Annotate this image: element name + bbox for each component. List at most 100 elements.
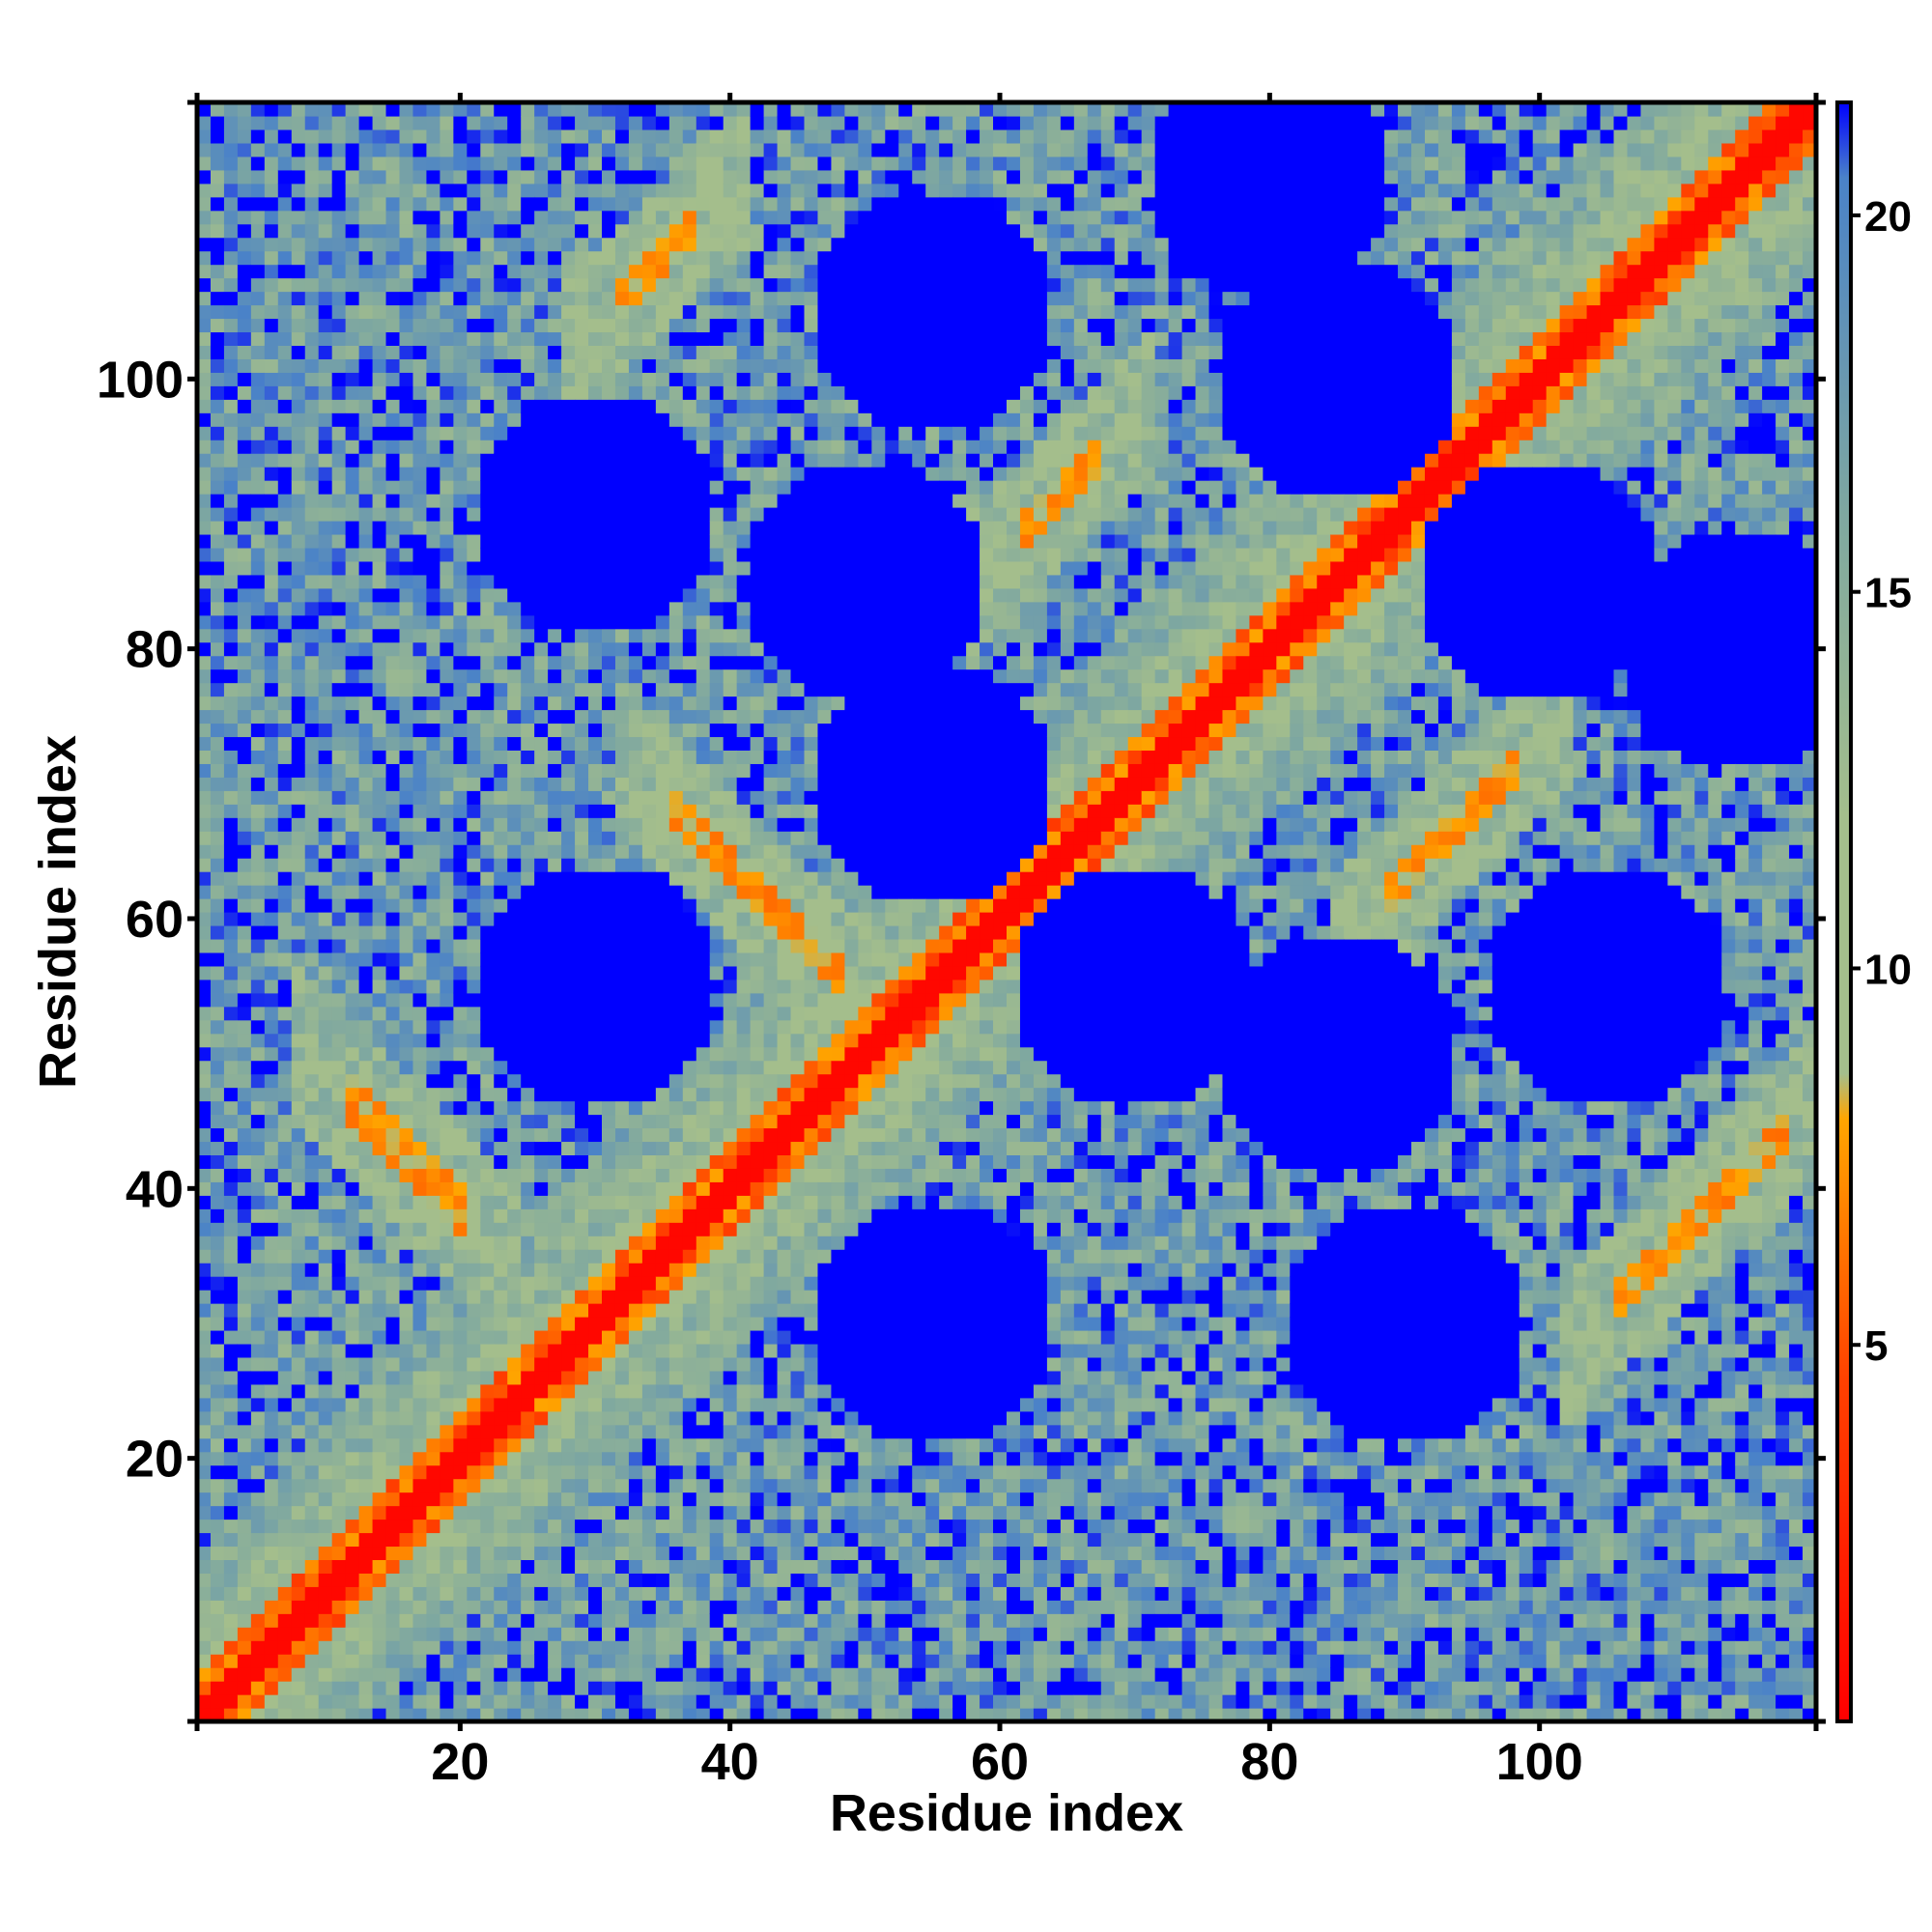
heatmap-cell [277, 1694, 293, 1709]
heatmap-cell [521, 1222, 535, 1236]
heatmap-cell [453, 1546, 468, 1560]
heatmap-cell [264, 183, 279, 198]
heatmap-cell [358, 992, 374, 1008]
heatmap-cell [453, 1060, 468, 1075]
heatmap-cell [750, 1006, 765, 1021]
heatmap-cell [277, 1222, 293, 1236]
heatmap-cell [494, 196, 508, 212]
heatmap-cell [250, 1060, 266, 1075]
heatmap-cell [682, 1276, 697, 1291]
heatmap-cell [250, 912, 266, 926]
heatmap-cell [467, 210, 481, 225]
heatmap-cell [237, 912, 252, 926]
heatmap-cell [426, 547, 440, 562]
heatmap-cell [668, 1667, 684, 1682]
heatmap-cell [588, 1681, 603, 1695]
heatmap-cell [250, 1613, 266, 1628]
heatmap-cell [641, 1559, 657, 1574]
heatmap-cell [318, 1708, 333, 1722]
heatmap-cell [291, 1681, 306, 1695]
heatmap-cell [709, 1383, 724, 1399]
heatmap-cell [641, 1667, 657, 1682]
heatmap-cell [210, 372, 225, 386]
heatmap-cell [628, 1141, 643, 1155]
heatmap-cell [655, 1654, 670, 1668]
heatmap-cell [534, 1006, 549, 1021]
heatmap-cell [750, 1410, 765, 1426]
heatmap-cell [223, 574, 239, 589]
heatmap-cell [304, 1100, 320, 1116]
heatmap-cell [277, 1573, 293, 1587]
heatmap-cell [614, 142, 630, 157]
heatmap-cell [494, 1303, 508, 1318]
heatmap-cell [628, 1667, 643, 1682]
heatmap-cell [548, 1006, 562, 1021]
heatmap-cell [358, 952, 374, 967]
heatmap-cell [561, 1019, 576, 1035]
heatmap-cell [494, 587, 508, 603]
heatmap-cell [480, 1492, 495, 1507]
heatmap-cell [709, 1168, 724, 1182]
heatmap-cell [507, 1249, 522, 1264]
heatmap-cell [331, 210, 347, 225]
heatmap-cell [507, 169, 522, 185]
heatmap-cell [210, 1573, 225, 1587]
heatmap-cell [250, 1383, 266, 1399]
heatmap-cell [668, 1573, 684, 1587]
heatmap-cell [655, 871, 670, 886]
heatmap-cell [588, 804, 603, 818]
heatmap-cell [682, 1478, 697, 1493]
heatmap-cell [614, 1046, 630, 1062]
heatmap-cell [588, 1356, 603, 1372]
heatmap-cell [641, 196, 657, 212]
heatmap-cell [655, 1694, 670, 1709]
heatmap-cell [709, 480, 724, 495]
heatmap-cell [575, 1168, 589, 1182]
heatmap-cell [250, 938, 266, 953]
heatmap-cell [223, 1168, 239, 1182]
heatmap-cell [237, 1451, 252, 1466]
heatmap-cell [602, 1073, 616, 1089]
heatmap-cell [277, 1627, 293, 1641]
heatmap-cell [602, 655, 616, 670]
heatmap-cell [197, 1708, 212, 1722]
heatmap-cell [628, 736, 643, 751]
heatmap-cell [736, 965, 752, 980]
heatmap-cell [412, 318, 428, 333]
heatmap-cell [561, 1410, 576, 1426]
heatmap-cell [385, 372, 401, 386]
heatmap-cell [440, 709, 454, 724]
heatmap-cell [210, 1343, 225, 1358]
heatmap-cell [467, 1290, 481, 1304]
heatmap-cell [372, 142, 387, 157]
heatmap-cell [426, 372, 440, 386]
heatmap-cell [521, 804, 535, 818]
heatmap-cell [534, 520, 549, 535]
heatmap-cell [250, 331, 266, 346]
heatmap-cell [210, 1640, 225, 1655]
heatmap-cell [628, 1424, 643, 1439]
heatmap-cell [277, 102, 293, 117]
heatmap-cell [426, 331, 440, 346]
heatmap-cell [480, 440, 495, 454]
heatmap-cell [521, 1464, 535, 1480]
heatmap-cell [480, 965, 495, 980]
heatmap-cell [237, 277, 252, 293]
heatmap-cell [399, 1127, 414, 1143]
heatmap-cell [345, 1222, 360, 1236]
heatmap-cell [588, 385, 603, 400]
heatmap-cell [399, 480, 414, 495]
heatmap-cell [628, 682, 643, 697]
heatmap-cell [494, 142, 508, 157]
heatmap-cell [655, 399, 670, 413]
heatmap-cell [412, 1559, 428, 1574]
heatmap-cell [750, 817, 765, 832]
heatmap-cell [385, 1114, 401, 1129]
heatmap-cell [668, 169, 684, 185]
heatmap-cell [372, 1019, 387, 1035]
heatmap-cell [237, 1046, 252, 1062]
heatmap-cell [561, 1694, 576, 1709]
heatmap-cell [345, 777, 360, 791]
heatmap-cell [507, 1492, 522, 1507]
heatmap-cell [304, 1208, 320, 1223]
